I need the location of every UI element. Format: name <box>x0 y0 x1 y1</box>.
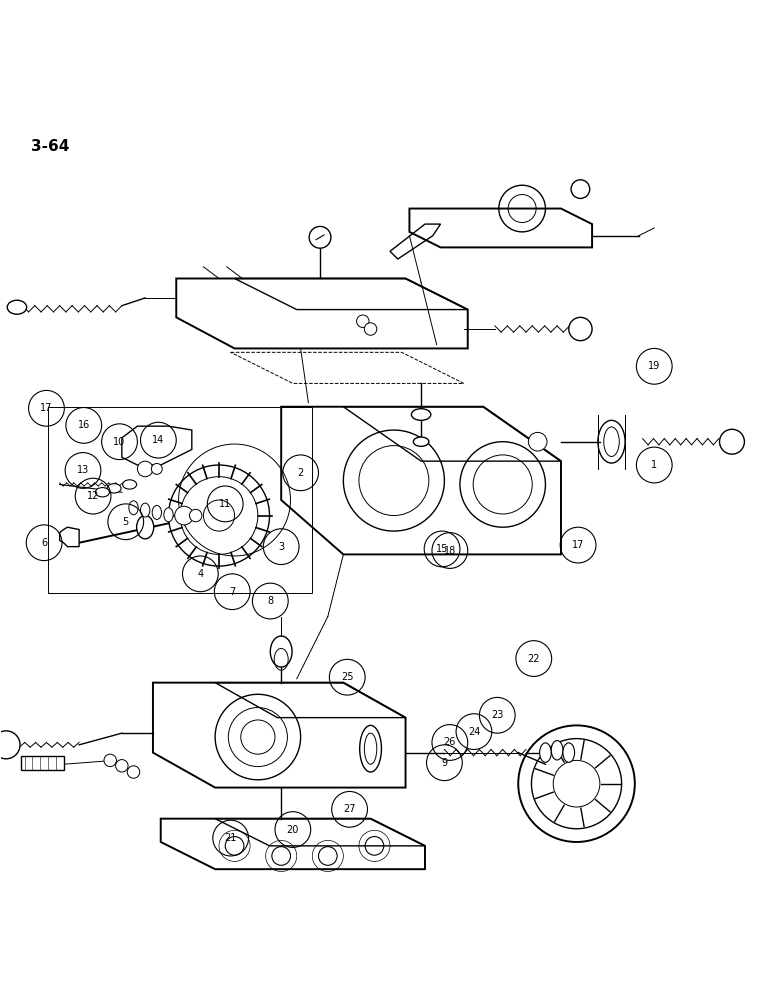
Ellipse shape <box>122 480 136 489</box>
Text: 2: 2 <box>297 468 303 478</box>
Circle shape <box>104 754 116 767</box>
Text: 4: 4 <box>197 569 204 579</box>
Ellipse shape <box>164 508 173 522</box>
Ellipse shape <box>598 420 625 463</box>
Circle shape <box>190 509 202 522</box>
Ellipse shape <box>551 741 563 760</box>
Text: 18: 18 <box>444 546 456 556</box>
Circle shape <box>364 323 377 335</box>
Circle shape <box>569 317 592 341</box>
Ellipse shape <box>95 488 109 497</box>
Text: 12: 12 <box>87 491 99 501</box>
Text: 17: 17 <box>572 540 584 550</box>
Ellipse shape <box>129 501 138 515</box>
Text: 8: 8 <box>268 596 273 606</box>
Circle shape <box>719 429 744 454</box>
Text: 23: 23 <box>491 710 503 720</box>
Text: 1: 1 <box>651 460 658 470</box>
Circle shape <box>528 432 547 451</box>
Text: 26: 26 <box>444 737 456 747</box>
Text: 13: 13 <box>77 465 89 475</box>
Text: 7: 7 <box>229 587 236 597</box>
Bar <box>21 756 63 770</box>
Text: 3: 3 <box>278 542 284 552</box>
Circle shape <box>115 760 128 772</box>
Text: 17: 17 <box>41 403 53 413</box>
Circle shape <box>137 461 153 477</box>
Text: 11: 11 <box>219 499 232 509</box>
Ellipse shape <box>540 743 551 762</box>
Text: 6: 6 <box>41 538 48 548</box>
Text: 16: 16 <box>78 420 90 430</box>
Text: 24: 24 <box>468 727 480 737</box>
Text: 27: 27 <box>343 804 356 814</box>
Circle shape <box>151 463 162 474</box>
Ellipse shape <box>7 300 27 314</box>
Text: 15: 15 <box>436 544 448 554</box>
Ellipse shape <box>140 503 150 517</box>
Text: 22: 22 <box>527 654 540 664</box>
Text: 19: 19 <box>648 361 661 371</box>
Circle shape <box>127 766 140 778</box>
Text: 5: 5 <box>122 517 129 527</box>
Circle shape <box>0 731 20 759</box>
Text: 20: 20 <box>287 825 299 835</box>
Circle shape <box>571 180 590 198</box>
Circle shape <box>175 506 193 525</box>
Ellipse shape <box>107 484 121 493</box>
Circle shape <box>309 226 331 248</box>
Text: 25: 25 <box>341 672 353 682</box>
Ellipse shape <box>136 516 154 539</box>
Text: 10: 10 <box>113 437 126 447</box>
Ellipse shape <box>360 725 381 772</box>
Circle shape <box>356 315 369 327</box>
Text: 9: 9 <box>441 758 448 768</box>
Polygon shape <box>60 527 79 547</box>
Ellipse shape <box>152 505 161 519</box>
Text: 21: 21 <box>225 833 237 843</box>
Text: 14: 14 <box>152 435 165 445</box>
Ellipse shape <box>413 437 429 446</box>
Text: 3-64: 3-64 <box>31 139 69 154</box>
Ellipse shape <box>563 743 575 762</box>
Ellipse shape <box>411 409 431 420</box>
